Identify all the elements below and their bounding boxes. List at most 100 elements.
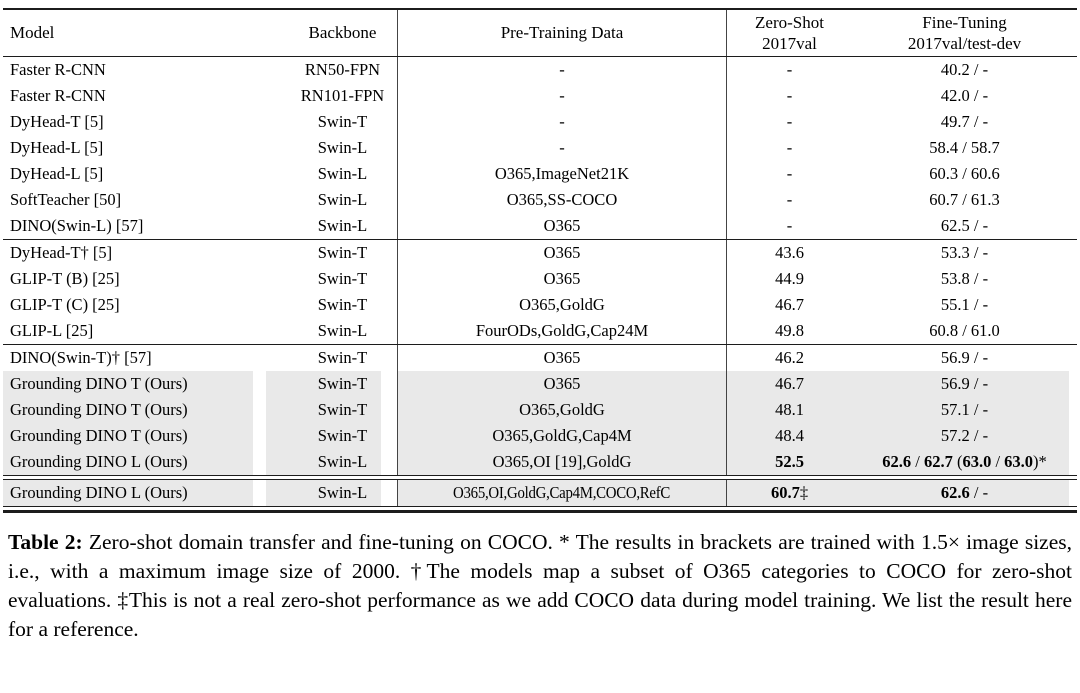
cell-zero-shot: 46.7 (775, 295, 804, 314)
cell-zero-shot: - (786, 86, 793, 105)
cell-zero-shot: 48.1 (775, 400, 804, 419)
cell-fine-tuning: 53.8 / - (940, 269, 989, 288)
table-row: Faster R-CNN RN101-FPN - -42.0 / - (3, 83, 1077, 109)
cell-fine-tuning: 56.9 / - (940, 348, 989, 367)
column-header-backbone-label: Backbone (308, 23, 377, 42)
cell-pretraining-data: O365 (397, 345, 727, 371)
table-row: GLIP-T (C) [25] Swin-T O365,GoldG 46.7 55.1 … (3, 292, 1077, 318)
cell-zero-shot: 49.8 (775, 321, 804, 340)
header-separator-rule (3, 56, 1077, 57)
cell-backbone: Swin-T (317, 269, 368, 288)
cell-pretraining-data: FourODs,GoldG,Cap24M (397, 318, 727, 344)
cell-fine-tuning: 56.9 / - (940, 374, 989, 393)
column-header-pretraining: Pre-Training Data (397, 10, 727, 56)
cell-zero-shot: 46.7 (775, 374, 804, 393)
table-row: DyHead-T [5] Swin-T - - 49.7 / - (3, 109, 1077, 135)
cell-model: Faster R-CNN (10, 86, 106, 105)
cell-model: DyHead-L [5] (10, 138, 104, 157)
cell-pretraining-data: O365,SS-COCO (397, 187, 727, 213)
cell-backbone: Swin-T (317, 400, 368, 419)
table-row: Grounding DINO T (Ours) Swin-T O365 46.7 56.… (3, 371, 1077, 397)
table-row: DyHead-L [5] Swin-L O365,ImageNet21K - 60.3 … (3, 161, 1077, 187)
cell-backbone: Swin-L (317, 138, 368, 157)
cell-model: Grounding DINO T (Ours) (10, 426, 188, 445)
table-row: DyHead-L [5] Swin-L - - 58.4 / 58.7 (3, 135, 1077, 161)
cell-pretraining-data: O365,OI,GoldG,Cap4M,COCO,RefC (397, 480, 727, 506)
cell-zero-shot: - (786, 60, 793, 79)
cell-model: GLIP-L [25] (10, 321, 94, 340)
cell-fine-tuning: 42.0 / - (940, 86, 989, 105)
table-bottom-rule (3, 506, 1077, 513)
group-separator-rule (3, 239, 1077, 240)
cell-pretraining-data: O365 (397, 213, 727, 239)
cell-fine-tuning: 53.3 / - (940, 243, 989, 262)
cell-zero-shot: 48.4 (775, 426, 804, 445)
cell-backbone: Swin-T (317, 295, 368, 314)
cell-zero-shot: 46.2 (775, 348, 804, 367)
cell-backbone: Swin-T (317, 426, 368, 445)
table-group: DyHead-T† [5] Swin-T O365 43.6 53.3 / - GLIP-… (3, 240, 1077, 344)
table-body: Faster R-CNN RN50-FPN - -40.2 / - Faster R-C… (3, 57, 1077, 506)
column-header-fine-tuning: Fine-Tuning 2017val/test-dev (852, 10, 1077, 56)
cell-fine-tuning: 62.6 / 62.7 (63.0 / 63.0)* (882, 452, 1047, 471)
cell-pretraining-data: - (397, 135, 727, 161)
cell-zero-shot: 52.5 (775, 452, 804, 471)
cell-fine-tuning: 58.4 / 58.7 (929, 138, 1000, 157)
table-row: DyHead-T† [5] Swin-T O365 43.6 53.3 / - (3, 240, 1077, 266)
cell-pretraining-data: - (397, 109, 727, 135)
column-header-zero-shot: Zero-Shot 2017val (727, 10, 852, 56)
table-top-rule (3, 8, 1077, 10)
cell-backbone: Swin-T (317, 374, 368, 393)
cell-fine-tuning: 60.8 / 61.0 (929, 321, 1000, 340)
cell-zero-shot: - (786, 164, 793, 183)
cell-fine-tuning: 62.5 / - (940, 216, 989, 235)
cell-backbone: Swin-L (317, 483, 368, 502)
cell-pretraining-data: O365 (397, 266, 727, 292)
table-group: Faster R-CNN RN50-FPN - -40.2 / - Faster R-C… (3, 57, 1077, 239)
results-table: Model Backbone Pre-Training Data Zero-Sh… (3, 8, 1077, 513)
cell-backbone: RN101-FPN (300, 86, 385, 105)
cell-fine-tuning: 55.1 / - (940, 295, 989, 314)
table-row: Grounding DINO L (Ours) Swin-L O365,OI,Gol… (3, 480, 1077, 506)
table-row: Grounding DINO L (Ours) Swin-L O365,OI [19… (3, 449, 1077, 475)
cell-model: DyHead-L [5] (10, 164, 104, 183)
cell-backbone: Swin-L (317, 452, 368, 471)
cell-model: DyHead-T† [5] (10, 243, 113, 262)
table-row: DINO(Swin-T)† [57] Swin-T O365 46.2 56.9 / - (3, 345, 1077, 371)
cell-pretraining-data: O365,ImageNet21K (397, 161, 727, 187)
table-row: DINO(Swin-L) [57] Swin-L O365 - 62.5 / - (3, 213, 1077, 239)
cell-pretraining-data: O365,GoldG,Cap4M (397, 423, 727, 449)
cell-backbone: Swin-L (317, 321, 368, 340)
cell-pretraining-data: O365,OI [19],GoldG (397, 449, 727, 475)
cell-model: Grounding DINO L (Ours) (10, 452, 188, 471)
cell-model: DINO(Swin-T)† [57] (10, 348, 152, 367)
cell-model: GLIP-T (B) [25] (10, 269, 120, 288)
table-row: GLIP-T (B) [25] Swin-T O365 44.9 53.8 / - (3, 266, 1077, 292)
column-header-pretraining-label: Pre-Training Data (500, 23, 624, 42)
table-row: Grounding DINO T (Ours) Swin-T O365,GoldG 4… (3, 397, 1077, 423)
cell-pretraining-data: O365,GoldG (397, 292, 727, 318)
cell-backbone: Swin-L (317, 216, 368, 235)
cell-zero-shot: - (786, 216, 793, 235)
cell-fine-tuning: 57.2 / - (940, 426, 989, 445)
cell-fine-tuning: 62.6 / - (940, 483, 989, 502)
cell-pretraining-data: - (397, 57, 727, 83)
cell-zero-shot: - (786, 190, 793, 209)
group-separator-rule (3, 475, 1077, 480)
cell-zero-shot: 60.7‡ (770, 483, 809, 502)
column-header-model-label: Model (10, 23, 55, 42)
paper-page: Model Backbone Pre-Training Data Zero-Sh… (0, 8, 1080, 693)
cell-backbone: Swin-T (317, 112, 368, 131)
table-header-row: Model Backbone Pre-Training Data Zero-Sh… (3, 10, 1077, 56)
cell-model: Grounding DINO T (Ours) (10, 374, 188, 393)
cell-zero-shot: 43.6 (775, 243, 804, 262)
cell-pretraining-data: O365 (397, 371, 727, 397)
cell-zero-shot: - (786, 112, 793, 131)
table-row: Grounding DINO T (Ours) Swin-T O365,GoldG,… (3, 423, 1077, 449)
cell-backbone: Swin-T (317, 348, 368, 367)
cell-fine-tuning: 60.7 / 61.3 (929, 190, 1000, 209)
table-caption: Table 2: Zero-shot domain transfer and f… (8, 530, 1073, 641)
fine-tuning-header-line1: Fine-Tuning (922, 13, 1007, 32)
cell-pretraining-data: O365,GoldG (397, 397, 727, 423)
column-header-backbone: Backbone (288, 10, 397, 56)
